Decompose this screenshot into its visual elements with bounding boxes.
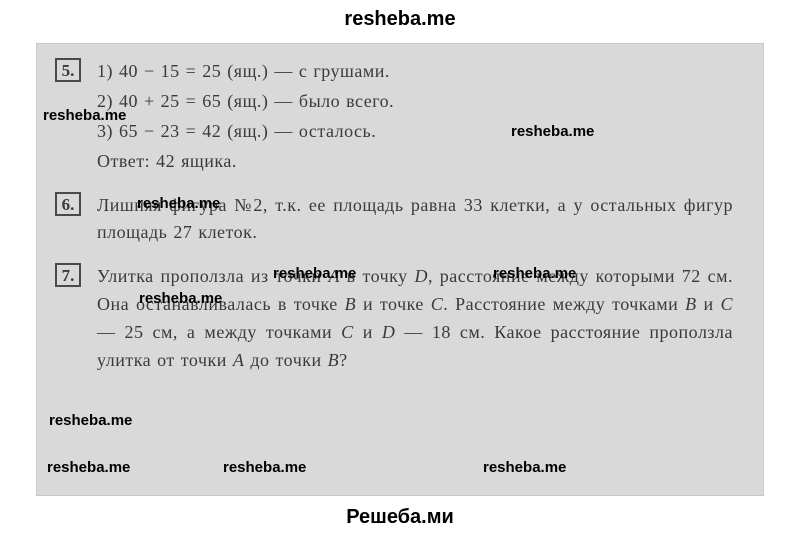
- text: . Расстояние между точками: [443, 294, 685, 314]
- problem-5-line-2: 2) 40 + 25 = 65 (ящ.) — было всего.: [97, 88, 733, 116]
- point-D: D: [414, 266, 428, 286]
- problem-7-body: Улитка проползла из точки A в точку D, р…: [97, 263, 733, 375]
- problem-6-body: Лишняя фигура №2, т.к. ее площадь равна …: [97, 192, 733, 248]
- text: — 25 см, а между точками: [97, 322, 341, 342]
- problem-5-answer: Ответ: 42 ящика.: [97, 148, 733, 176]
- watermark-text: resheba.me: [49, 409, 132, 432]
- point-D: D: [382, 322, 396, 342]
- point-A: A: [328, 266, 340, 286]
- problem-5-line-1: 1) 40 − 15 = 25 (ящ.) — с грушами.: [97, 58, 733, 86]
- problem-number-5: 5.: [55, 58, 81, 82]
- point-B: B: [685, 294, 697, 314]
- text: Улитка проползла из точки: [97, 266, 328, 286]
- problem-7: 7. Улитка проползла из точки A в точку D…: [97, 263, 733, 375]
- text: в точку: [340, 266, 415, 286]
- text: и: [354, 322, 382, 342]
- point-A: A: [233, 350, 245, 370]
- problem-5-body: 1) 40 − 15 = 25 (ящ.) — с грушами. 2) 40…: [97, 58, 733, 176]
- problem-number-7: 7.: [55, 263, 81, 287]
- scanned-page: 5. 1) 40 − 15 = 25 (ящ.) — с грушами. 2)…: [36, 43, 764, 496]
- text: и: [697, 294, 721, 314]
- footer-watermark: Решеба.ми: [0, 496, 800, 537]
- header-watermark: resheba.me: [0, 0, 800, 43]
- problem-5-line-3: 3) 65 − 23 = 42 (ящ.) — осталось.: [97, 118, 733, 146]
- watermark-text: resheba.me: [483, 456, 566, 479]
- text: до точки: [244, 350, 327, 370]
- problem-5: 5. 1) 40 − 15 = 25 (ящ.) — с грушами. 2)…: [97, 58, 733, 176]
- watermark-text: resheba.me: [223, 456, 306, 479]
- problem-6: 6. Лишняя фигура №2, т.к. ее площадь рав…: [97, 192, 733, 248]
- point-C: C: [720, 294, 733, 314]
- watermark-text: resheba.me: [47, 456, 130, 479]
- text: ?: [339, 350, 348, 370]
- point-B: B: [345, 294, 357, 314]
- point-B: B: [328, 350, 340, 370]
- point-C: C: [341, 322, 354, 342]
- problem-number-6: 6.: [55, 192, 81, 216]
- text: и точке: [356, 294, 431, 314]
- point-C: C: [431, 294, 444, 314]
